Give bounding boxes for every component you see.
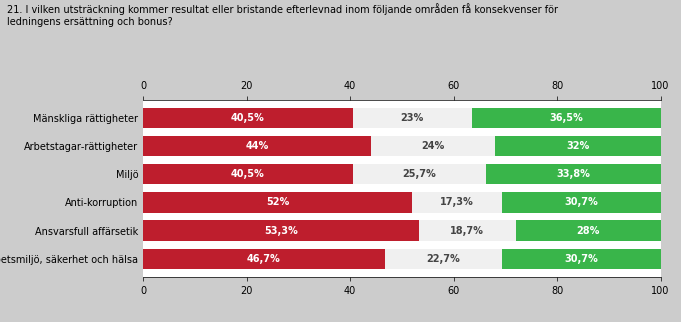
Text: 21. I vilken utsträckning kommer resultat eller bristande efterlevnad inom följa: 21. I vilken utsträckning kommer resulta… bbox=[7, 3, 558, 27]
Bar bbox=[495, 136, 661, 156]
Text: 28%: 28% bbox=[576, 226, 600, 236]
Bar bbox=[143, 108, 353, 128]
Bar bbox=[143, 249, 385, 269]
Bar bbox=[143, 221, 661, 241]
Bar bbox=[486, 164, 661, 185]
Text: 36,5%: 36,5% bbox=[550, 113, 583, 123]
Bar bbox=[143, 249, 661, 269]
Bar bbox=[143, 192, 661, 213]
Bar bbox=[143, 136, 370, 156]
Text: 18,7%: 18,7% bbox=[450, 226, 484, 236]
Bar bbox=[353, 164, 486, 185]
Bar bbox=[143, 192, 412, 213]
Text: 25,7%: 25,7% bbox=[402, 169, 436, 179]
Text: 24%: 24% bbox=[422, 141, 445, 151]
Bar bbox=[143, 108, 661, 128]
Text: 23%: 23% bbox=[400, 113, 424, 123]
Bar bbox=[143, 164, 353, 185]
Text: 22,7%: 22,7% bbox=[426, 254, 460, 264]
Text: 44%: 44% bbox=[245, 141, 268, 151]
Bar bbox=[143, 136, 661, 156]
Bar bbox=[502, 249, 661, 269]
Text: 17,3%: 17,3% bbox=[440, 197, 474, 207]
Bar bbox=[412, 192, 502, 213]
Text: 40,5%: 40,5% bbox=[231, 169, 265, 179]
Text: 52%: 52% bbox=[266, 197, 289, 207]
Text: 40,5%: 40,5% bbox=[231, 113, 265, 123]
Bar bbox=[143, 221, 419, 241]
Text: 32%: 32% bbox=[566, 141, 589, 151]
Bar bbox=[502, 192, 661, 213]
Bar bbox=[516, 221, 661, 241]
Text: 30,7%: 30,7% bbox=[565, 254, 599, 264]
Bar bbox=[370, 136, 495, 156]
Bar bbox=[385, 249, 502, 269]
Text: 33,8%: 33,8% bbox=[556, 169, 590, 179]
Bar bbox=[143, 164, 661, 185]
Bar bbox=[353, 108, 472, 128]
Bar bbox=[419, 221, 516, 241]
Text: 46,7%: 46,7% bbox=[247, 254, 281, 264]
Bar bbox=[472, 108, 661, 128]
Text: 30,7%: 30,7% bbox=[565, 197, 598, 207]
Text: 53,3%: 53,3% bbox=[264, 226, 298, 236]
